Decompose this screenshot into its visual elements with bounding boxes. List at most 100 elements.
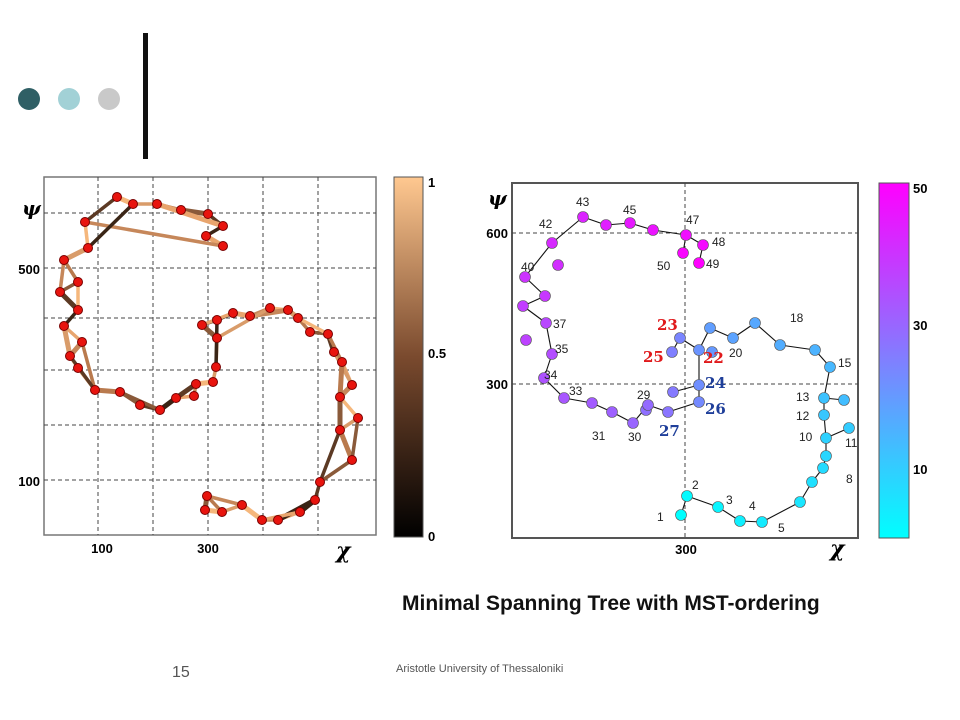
left-node bbox=[347, 380, 357, 390]
right-y-tick-300: 300 bbox=[486, 377, 508, 392]
left-node bbox=[245, 311, 255, 321]
dot-dark bbox=[18, 88, 40, 110]
right-node-label: 48 bbox=[712, 235, 726, 249]
right-node-label: 37 bbox=[553, 317, 567, 331]
left-node bbox=[217, 507, 227, 517]
right-node-label: 42 bbox=[539, 217, 553, 231]
left-edge bbox=[350, 416, 360, 462]
right-colorbar-tick-50: 50 bbox=[913, 181, 927, 196]
right-node bbox=[774, 339, 786, 351]
left-node bbox=[191, 379, 201, 389]
right-node bbox=[756, 516, 768, 528]
right-node-label: 43 bbox=[576, 195, 590, 209]
right-node-label: 50 bbox=[657, 259, 671, 273]
right-node-label: 1 bbox=[657, 510, 664, 524]
right-node-label: 8 bbox=[846, 472, 853, 486]
right-highlight-red-label: 23 bbox=[657, 316, 678, 334]
left-node bbox=[310, 495, 320, 505]
left-nodes bbox=[55, 192, 363, 525]
right-node-label: 30 bbox=[628, 430, 642, 444]
left-node bbox=[189, 391, 199, 401]
left-node bbox=[73, 277, 83, 287]
right-node bbox=[627, 417, 639, 429]
right-node bbox=[712, 501, 724, 513]
dot-gray bbox=[98, 88, 120, 110]
right-colorbar-tick-10: 10 bbox=[913, 462, 927, 477]
left-node bbox=[283, 305, 293, 315]
right-node bbox=[680, 229, 692, 241]
right-y-tick-600: 600 bbox=[486, 226, 508, 241]
right-highlight-red-label: 25 bbox=[643, 348, 664, 366]
left-y-tick-100: 100 bbox=[18, 474, 40, 489]
right-node bbox=[818, 409, 830, 421]
left-edge bbox=[61, 323, 73, 359]
right-highlight-blue-label: 27 bbox=[659, 422, 680, 440]
page-number: 15 bbox=[172, 664, 190, 681]
right-node bbox=[817, 462, 829, 474]
right-node bbox=[517, 300, 529, 312]
right-node bbox=[606, 406, 618, 418]
right-node bbox=[624, 217, 636, 229]
left-node bbox=[335, 425, 345, 435]
left-node bbox=[152, 199, 162, 209]
left-edge bbox=[318, 428, 342, 484]
right-node bbox=[843, 422, 855, 434]
left-node bbox=[228, 308, 238, 318]
left-colorbar-tick-0: 0 bbox=[428, 529, 435, 544]
left-node bbox=[202, 491, 212, 501]
left-node bbox=[201, 231, 211, 241]
left-node bbox=[265, 303, 275, 313]
left-node bbox=[212, 333, 222, 343]
left-edge bbox=[337, 359, 345, 400]
right-node bbox=[820, 432, 832, 444]
left-node bbox=[237, 500, 247, 510]
right-node bbox=[577, 211, 589, 223]
right-node bbox=[662, 406, 674, 418]
right-node bbox=[586, 397, 598, 409]
right-node-label: 33 bbox=[569, 384, 583, 398]
left-node bbox=[353, 413, 363, 423]
right-edge bbox=[779, 344, 816, 351]
left-node bbox=[335, 392, 345, 402]
right-node bbox=[749, 317, 761, 329]
right-node bbox=[693, 344, 705, 356]
right-node bbox=[820, 450, 832, 462]
right-node-label: 12 bbox=[796, 409, 810, 423]
left-node bbox=[273, 515, 283, 525]
right-node-label: 2 bbox=[692, 478, 699, 492]
left-edge bbox=[296, 316, 330, 336]
left-node bbox=[315, 477, 325, 487]
left-node bbox=[73, 363, 83, 373]
left-node bbox=[208, 377, 218, 387]
left-node bbox=[337, 357, 347, 367]
left-node bbox=[65, 351, 75, 361]
left-node bbox=[55, 287, 65, 297]
left-node bbox=[155, 405, 165, 415]
left-node bbox=[295, 507, 305, 517]
right-node bbox=[558, 392, 570, 404]
left-node bbox=[200, 505, 210, 515]
left-edge bbox=[318, 458, 354, 484]
right-node bbox=[540, 317, 552, 329]
right-edge bbox=[551, 216, 584, 244]
right-node-label: 13 bbox=[796, 390, 810, 404]
right-node-label: 4 bbox=[749, 499, 756, 513]
left-node bbox=[59, 321, 69, 331]
left-node bbox=[176, 205, 186, 215]
right-node-label: 31 bbox=[592, 429, 606, 443]
right-node-label: 10 bbox=[799, 430, 813, 444]
right-node-label: 5 bbox=[778, 521, 785, 535]
right-node-label: 3 bbox=[726, 493, 733, 507]
right-node bbox=[647, 224, 659, 236]
right-node bbox=[642, 399, 654, 411]
left-node bbox=[73, 305, 83, 315]
left-edge bbox=[83, 195, 119, 224]
left-x-tick-300: 300 bbox=[197, 541, 219, 556]
right-node bbox=[519, 271, 531, 283]
left-node bbox=[128, 199, 138, 209]
left-edge bbox=[80, 340, 97, 392]
left-node bbox=[293, 313, 303, 323]
left-node bbox=[135, 400, 145, 410]
